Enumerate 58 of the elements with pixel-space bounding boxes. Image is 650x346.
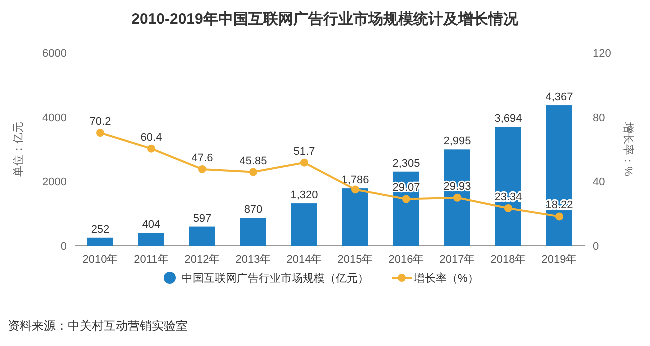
x-tick-label: 2010年: [82, 254, 118, 266]
x-tick-label: 2012年: [184, 254, 220, 266]
x-tick-label: 2014年: [286, 254, 322, 266]
data-label: 870: [244, 204, 263, 216]
bar: [88, 238, 114, 246]
x-tick-label: 2011年: [134, 254, 169, 266]
x-tick-label: 2017年: [440, 254, 476, 266]
y2-tick-label: 40: [593, 176, 606, 189]
legend-label: 增长率（%）: [413, 272, 479, 285]
y2-tick-label: 80: [593, 112, 606, 124]
data-label: 1,320: [290, 190, 318, 202]
data-label: 2,995: [444, 136, 472, 148]
data-label: 252: [91, 224, 110, 236]
data-label: 3,694: [494, 113, 522, 126]
y-tick-label: 6000: [42, 48, 67, 60]
y2-tick-label: 120: [593, 48, 612, 60]
y2-axis-title: 增长率：%: [622, 122, 635, 177]
point: [352, 186, 360, 194]
point: [300, 158, 308, 167]
data-label: 70.2: [90, 116, 112, 128]
bar: [546, 106, 572, 246]
y-tick-label: 4000: [42, 112, 67, 124]
x-tick-label: 2019年: [542, 254, 578, 266]
bar: [444, 150, 470, 246]
bar: [496, 127, 522, 246]
point: [148, 144, 156, 153]
legend-label: 中国互联网广告行业市场规模（亿元）: [182, 272, 369, 285]
chart-title: 2010-2019年中国互联网广告行业市场规模统计及增长情况: [132, 10, 520, 28]
data-label: 47.6: [192, 152, 214, 164]
point: [504, 204, 512, 212]
point: [556, 212, 564, 221]
point: [198, 165, 206, 174]
y2-tick-label: 0: [593, 241, 600, 253]
data-label: 1,786: [342, 174, 370, 187]
y-tick-label: 0: [60, 241, 67, 253]
bar: [190, 226, 216, 246]
x-tick-label: 2018年: [490, 254, 526, 266]
x-tick-label: 2016年: [388, 254, 424, 266]
point: [96, 129, 104, 138]
data-label: 4,367: [546, 92, 574, 104]
y-tick-label: 2000: [42, 176, 67, 189]
y-axis-title: 单位：亿元: [12, 122, 25, 177]
bar: [292, 204, 318, 246]
data-label: 45.85: [240, 155, 268, 168]
x-tick-label: 2015年: [338, 254, 374, 266]
bar: [138, 233, 164, 246]
data-label: 404: [142, 219, 161, 232]
point: [250, 168, 258, 176]
x-tick-label: 2013年: [236, 254, 272, 266]
bar: [342, 188, 368, 246]
bar: [240, 218, 266, 246]
data-label: 2,305: [392, 158, 420, 170]
text: 资料来源：中关村互动营销实验室: [8, 319, 188, 333]
data-label: 60.4: [140, 132, 162, 144]
point: [402, 195, 410, 204]
data-label: 51.7: [294, 146, 316, 158]
data-label: 597: [193, 212, 212, 225]
point: [454, 194, 462, 202]
